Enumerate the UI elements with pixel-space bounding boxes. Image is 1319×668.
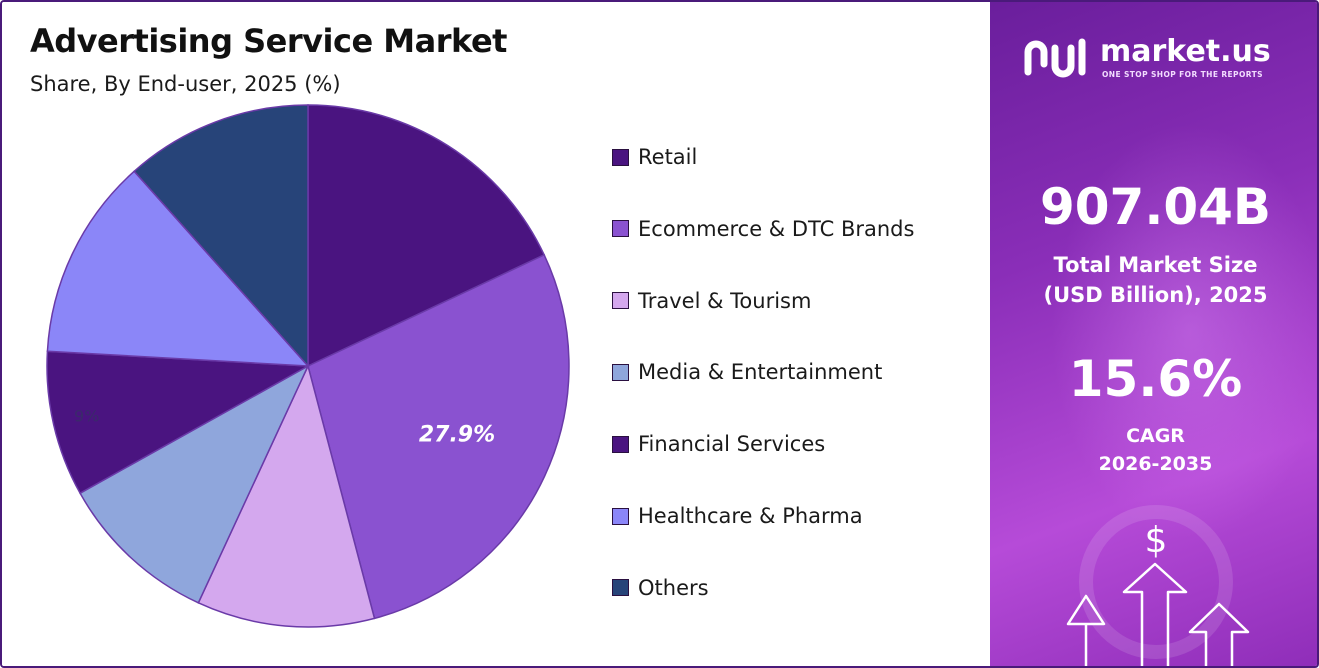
- pie-slice-label: 9%: [74, 406, 99, 425]
- pie-chart: 27.9% 9%: [46, 104, 570, 628]
- pie-slice: [79, 364, 310, 604]
- market-us-logo-icon: [1024, 38, 1086, 78]
- pie-slice-label: 27.9%: [419, 423, 495, 448]
- legend-label: Travel & Tourism: [638, 288, 812, 313]
- arrow-up-icon: [1066, 594, 1106, 666]
- legend-item: Others: [612, 573, 982, 603]
- growth-arrows-illustration: $: [1066, 505, 1250, 666]
- arrow-up-icon: [1188, 602, 1250, 666]
- legend-item: Healthcare & Pharma: [612, 501, 982, 531]
- cagr-period: 2026-2035: [1098, 453, 1213, 475]
- chart-subtitle: Share, By End-user, 2025 (%): [30, 72, 341, 96]
- brand-logo: market.us ONE STOP SHOP FOR THE REPORTS: [1022, 34, 1292, 84]
- legend-label: Retail: [638, 145, 698, 169]
- legend-swatch: [612, 363, 629, 381]
- legend-label: Financial Services: [638, 432, 826, 457]
- pie-slice: [46, 170, 310, 367]
- market-size-label-unit: (USD Billion), 2025: [1043, 283, 1268, 307]
- legend-swatch: [612, 435, 629, 453]
- arrow-up-icon: [1122, 562, 1188, 666]
- pie-slice: [307, 253, 570, 620]
- cagr-label: CAGR: [1126, 425, 1185, 447]
- summary-panel: $ market.us ONE STOP SHOP FOR THE REPORT…: [990, 2, 1317, 666]
- legend-swatch: [612, 579, 629, 597]
- brand-tagline: ONE STOP SHOP FOR THE REPORTS: [1102, 70, 1263, 79]
- legend-swatch: [612, 507, 629, 525]
- pie-slice: [46, 350, 311, 495]
- legend-item: Retail: [612, 142, 982, 172]
- brand-name: market.us: [1100, 34, 1271, 69]
- legend-label: Ecommerce & DTC Brands: [638, 216, 915, 241]
- legend-swatch: [612, 220, 629, 238]
- pie-slice: [197, 363, 376, 628]
- legend-item: Financial Services: [612, 429, 982, 459]
- legend-swatch: [612, 292, 629, 310]
- chart-title: Advertising Service Market: [30, 22, 507, 60]
- market-size-value: 907.04B: [1039, 178, 1272, 236]
- legend-item: Travel & Tourism: [612, 286, 982, 316]
- legend-label: Media & Entertainment: [638, 360, 883, 385]
- market-size-label: Total Market Size: [1053, 253, 1258, 277]
- cagr-value: 15.6%: [1068, 350, 1243, 408]
- pie-slice: [307, 104, 546, 368]
- chart-panel: Advertising Service Market Share, By End…: [2, 2, 990, 666]
- legend-label: Healthcare & Pharma: [638, 504, 863, 528]
- legend-item: Ecommerce & DTC Brands: [612, 214, 982, 244]
- legend-label: Others: [638, 575, 709, 600]
- background-glow: [1050, 122, 1317, 542]
- legend-swatch: [612, 148, 629, 166]
- legend-item: Media & Entertainment: [612, 357, 982, 387]
- dollar-sign-icon: $: [1145, 520, 1168, 561]
- pie-slice: [133, 104, 309, 368]
